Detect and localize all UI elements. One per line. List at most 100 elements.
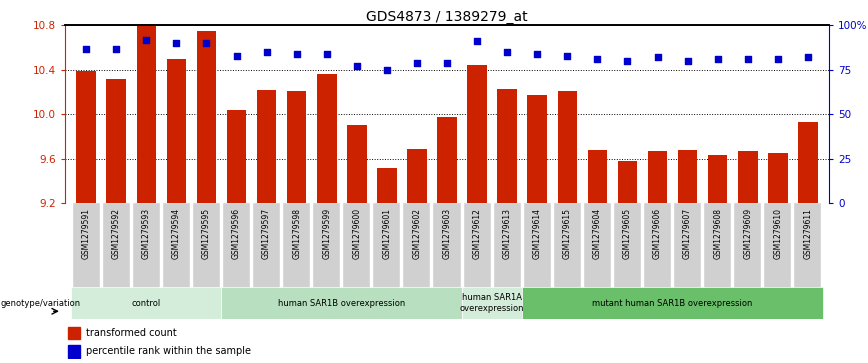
Point xyxy=(410,60,424,66)
Bar xyxy=(193,203,220,290)
Bar xyxy=(674,203,701,290)
Bar xyxy=(73,203,100,290)
Bar xyxy=(377,168,397,203)
Bar xyxy=(497,89,517,203)
Bar xyxy=(464,203,490,290)
Text: GSM1279615: GSM1279615 xyxy=(562,208,572,258)
Bar xyxy=(433,203,461,290)
Point xyxy=(500,49,514,55)
Bar xyxy=(614,203,641,290)
Bar xyxy=(648,151,667,203)
Bar xyxy=(794,203,821,290)
Point xyxy=(740,56,754,62)
Bar xyxy=(317,74,337,203)
Bar xyxy=(523,287,823,319)
Bar xyxy=(765,203,792,290)
Text: GSM1279612: GSM1279612 xyxy=(472,208,482,258)
Bar xyxy=(167,59,186,203)
Bar xyxy=(69,327,81,339)
Text: control: control xyxy=(132,299,161,307)
Text: human SAR1A
overexpression: human SAR1A overexpression xyxy=(460,293,524,313)
Point xyxy=(621,58,635,64)
Bar xyxy=(554,203,581,290)
Text: human SAR1B overexpression: human SAR1B overexpression xyxy=(278,299,405,307)
Bar xyxy=(253,203,280,290)
Bar xyxy=(71,287,221,319)
Bar xyxy=(69,345,81,358)
Bar xyxy=(557,91,577,203)
Bar xyxy=(494,203,521,290)
Text: GSM1279596: GSM1279596 xyxy=(232,208,241,259)
Point xyxy=(530,51,544,57)
Point xyxy=(350,64,364,69)
Bar xyxy=(221,287,462,319)
Text: transformed count: transformed count xyxy=(87,328,177,338)
Text: GSM1279603: GSM1279603 xyxy=(443,208,451,259)
Bar xyxy=(343,203,371,290)
Text: GSM1279601: GSM1279601 xyxy=(383,208,391,258)
Bar xyxy=(798,122,818,203)
Text: GSM1279613: GSM1279613 xyxy=(503,208,511,258)
Text: GSM1279593: GSM1279593 xyxy=(141,208,151,259)
Point xyxy=(651,54,665,60)
Point xyxy=(771,56,785,62)
Bar xyxy=(462,287,523,319)
Text: GSM1279591: GSM1279591 xyxy=(82,208,90,258)
Point xyxy=(260,49,273,55)
Bar xyxy=(523,203,551,290)
Bar xyxy=(313,203,340,290)
Text: GSM1279605: GSM1279605 xyxy=(623,208,632,259)
Bar xyxy=(227,110,247,203)
Text: GSM1279598: GSM1279598 xyxy=(293,208,301,258)
Point xyxy=(109,46,123,52)
Point xyxy=(590,56,604,62)
Bar xyxy=(704,203,731,290)
Title: GDS4873 / 1389279_at: GDS4873 / 1389279_at xyxy=(366,11,528,24)
Bar xyxy=(373,203,400,290)
Text: GSM1279611: GSM1279611 xyxy=(804,208,812,258)
Point xyxy=(801,54,815,60)
Bar xyxy=(588,150,607,203)
Bar xyxy=(584,203,611,290)
Text: GSM1279608: GSM1279608 xyxy=(713,208,722,258)
Bar xyxy=(644,203,671,290)
Text: GSM1279600: GSM1279600 xyxy=(352,208,361,259)
Bar xyxy=(257,90,276,203)
Bar xyxy=(768,153,787,203)
Point xyxy=(440,60,454,66)
Bar xyxy=(678,150,697,203)
Point xyxy=(200,40,214,46)
Text: GSM1279609: GSM1279609 xyxy=(743,208,753,259)
Bar xyxy=(163,203,190,290)
Text: percentile rank within the sample: percentile rank within the sample xyxy=(87,346,252,356)
Text: mutant human SAR1B overexpression: mutant human SAR1B overexpression xyxy=(592,299,753,307)
Bar xyxy=(618,161,637,203)
Text: GSM1279604: GSM1279604 xyxy=(593,208,602,259)
Bar xyxy=(223,203,250,290)
Text: GSM1279610: GSM1279610 xyxy=(773,208,782,258)
Point xyxy=(79,46,93,52)
Text: genotype/variation: genotype/variation xyxy=(1,299,81,307)
Bar xyxy=(467,65,487,203)
Point xyxy=(169,40,183,46)
Bar xyxy=(76,71,96,203)
Text: GSM1279614: GSM1279614 xyxy=(533,208,542,258)
Text: GSM1279594: GSM1279594 xyxy=(172,208,181,259)
Text: GSM1279602: GSM1279602 xyxy=(412,208,422,258)
Point xyxy=(681,58,694,64)
Bar xyxy=(102,203,129,290)
Text: GSM1279607: GSM1279607 xyxy=(683,208,692,259)
Point xyxy=(470,38,484,44)
Bar xyxy=(197,31,216,203)
Point xyxy=(140,37,154,42)
Point xyxy=(290,51,304,57)
Bar xyxy=(133,203,160,290)
Bar xyxy=(738,151,758,203)
Bar xyxy=(404,203,431,290)
Bar xyxy=(287,91,306,203)
Bar xyxy=(528,95,547,203)
Bar xyxy=(708,155,727,203)
Bar xyxy=(407,149,427,203)
Point xyxy=(380,67,394,73)
Text: GSM1279595: GSM1279595 xyxy=(202,208,211,259)
